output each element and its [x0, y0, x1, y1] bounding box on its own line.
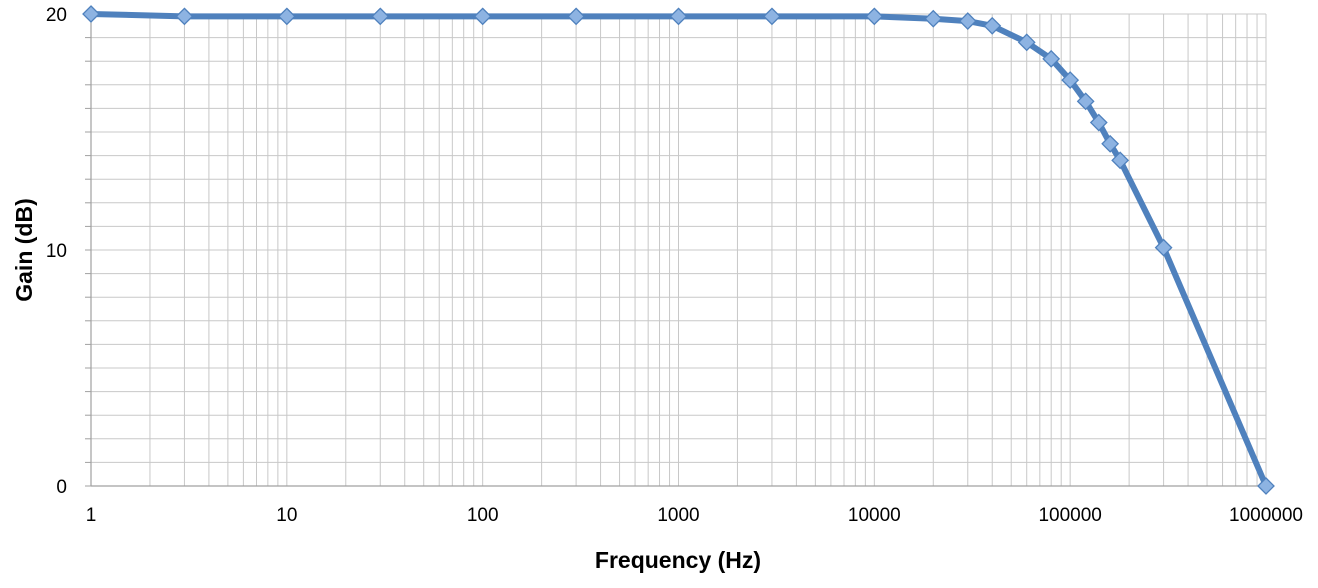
- data-point: [1101, 134, 1120, 153]
- data-point: [567, 7, 586, 26]
- data-point: [1154, 238, 1173, 257]
- series-layer: [82, 5, 1275, 495]
- data-point: [175, 7, 194, 26]
- x-tick-label: 100: [467, 505, 499, 526]
- data-point: [669, 7, 688, 26]
- axes: [85, 13, 1266, 487]
- y-tick-label: 20: [46, 5, 67, 26]
- data-point: [983, 16, 1002, 35]
- data-point: [1061, 71, 1080, 89]
- data-point: [1042, 49, 1061, 68]
- x-tick-label: 1: [86, 505, 97, 526]
- y-tick-label: 0: [56, 477, 67, 498]
- y-axis-title: Gain (dB): [11, 198, 37, 302]
- data-point: [277, 7, 296, 26]
- tick-labels: 1 10 100 1000 10000 100000 1000000 0 10 20: [46, 5, 1303, 526]
- data-point: [1257, 477, 1275, 495]
- data-point: [763, 7, 781, 26]
- x-tick-label: 1000: [657, 505, 699, 526]
- data-point: [1089, 113, 1108, 132]
- x-tick-label: 1000000: [1229, 505, 1303, 526]
- data-point: [958, 12, 977, 30]
- data-point: [473, 7, 492, 26]
- data-point: [924, 9, 943, 28]
- data-point: [1076, 92, 1095, 111]
- x-tick-label: 100000: [1038, 505, 1101, 526]
- x-tick-label: 10000: [848, 505, 901, 526]
- x-axis-title: Frequency (Hz): [595, 547, 761, 573]
- grid: [90, 13, 1267, 487]
- data-point: [371, 7, 390, 26]
- data-point: [1017, 33, 1036, 52]
- data-point: [82, 5, 100, 23]
- data-point: [865, 7, 884, 26]
- y-tick-label: 10: [46, 241, 67, 262]
- data-point: [1111, 151, 1130, 170]
- x-tick-label: 10: [276, 505, 297, 526]
